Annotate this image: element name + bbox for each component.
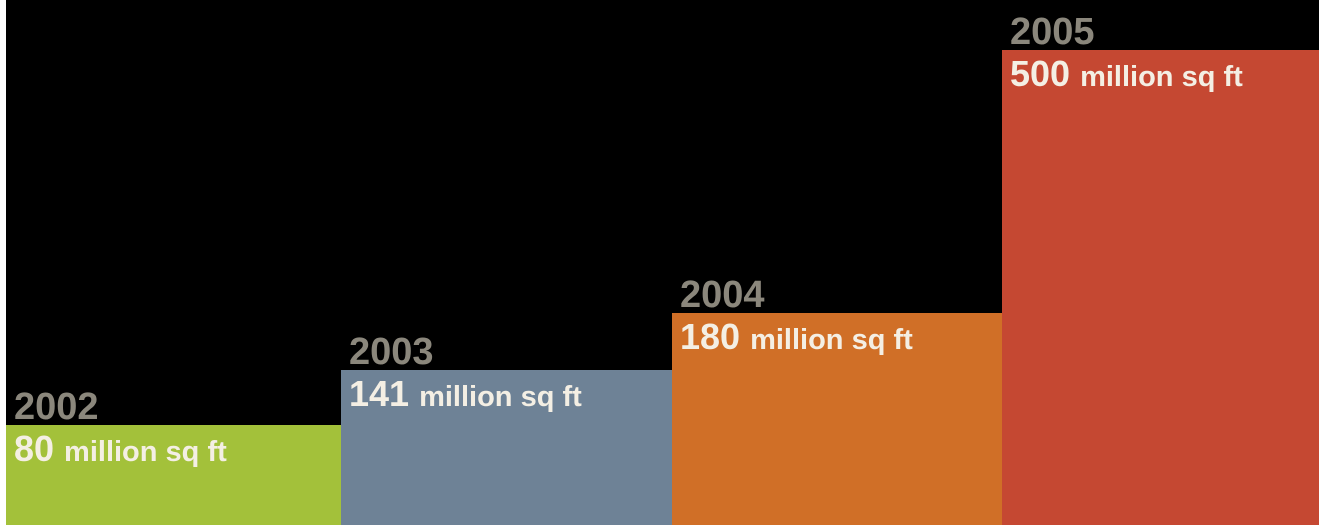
value-number-2004: 180: [680, 316, 740, 357]
bars-layer: [6, 50, 1319, 525]
value-unit-2004: million sq ft: [750, 324, 913, 356]
year-label-2002: 2002: [14, 386, 99, 428]
value-label-2002: 80 million sq ft: [14, 428, 227, 469]
value-unit-2003: million sq ft: [419, 381, 582, 413]
value-unit-2002: million sq ft: [64, 436, 227, 468]
value-number-2005: 500: [1010, 53, 1070, 94]
year-label-2005: 2005: [1010, 11, 1095, 53]
bar-2002: [6, 425, 341, 525]
bar-2003: [341, 370, 672, 525]
year-label-2003: 2003: [349, 331, 434, 373]
value-label-2004: 180 million sq ft: [680, 316, 913, 357]
value-label-2005: 500 million sq ft: [1010, 53, 1243, 94]
bar-2004: [672, 313, 1002, 525]
value-number-2002: 80: [14, 428, 54, 469]
bar-2005: [1002, 50, 1319, 525]
year-label-2004: 2004: [680, 274, 765, 316]
value-unit-2005: million sq ft: [1080, 61, 1243, 93]
value-number-2003: 141: [349, 373, 409, 414]
value-label-2003: 141 million sq ft: [349, 373, 582, 414]
